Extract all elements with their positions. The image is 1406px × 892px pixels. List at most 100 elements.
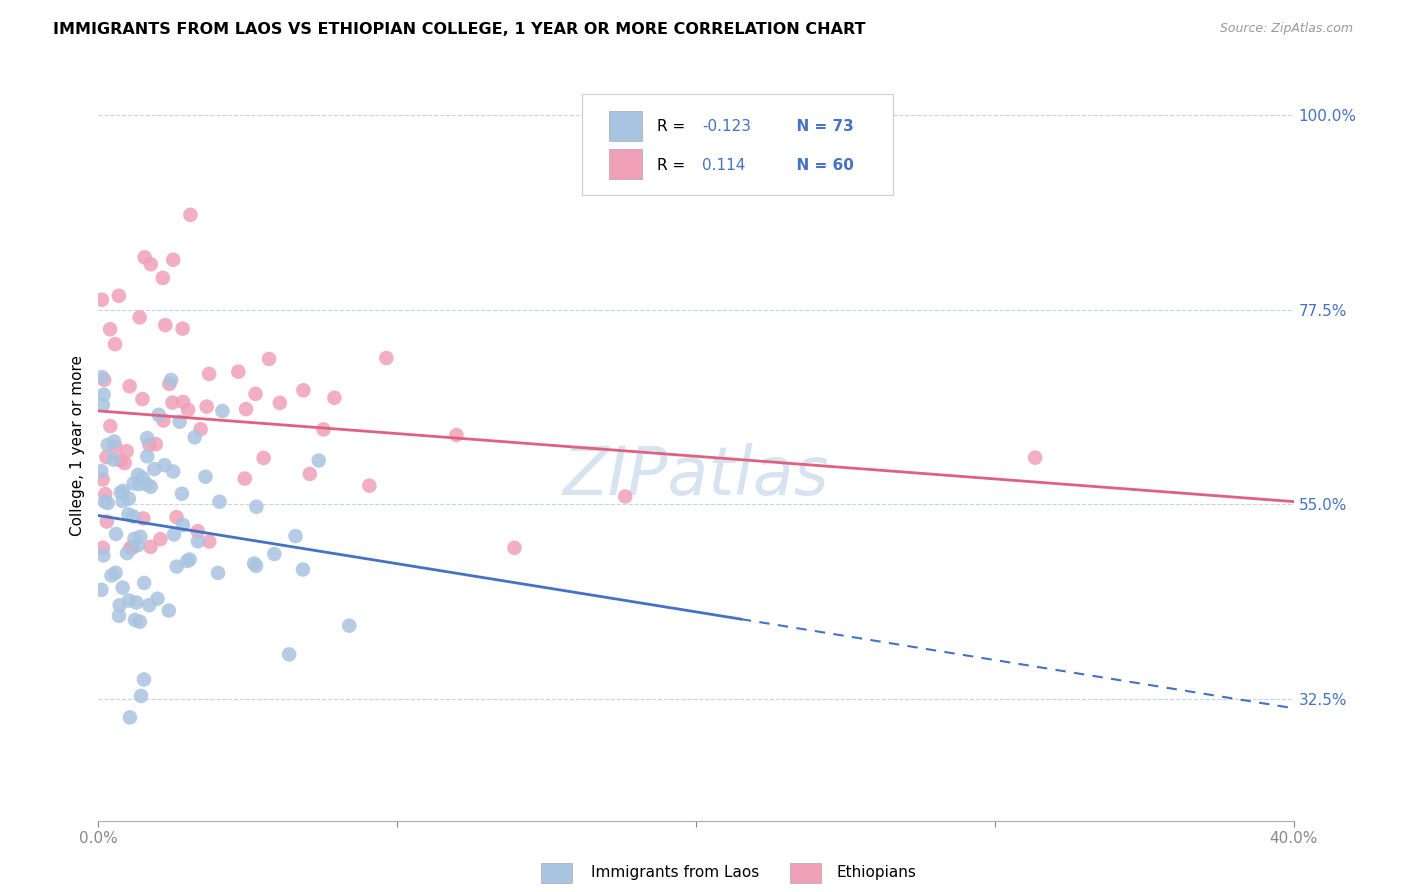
Point bbox=[152, 413, 174, 427]
Point bbox=[98, 322, 121, 336]
Point bbox=[169, 415, 191, 429]
Text: Ethiopians: Ethiopians bbox=[837, 865, 917, 880]
Point bbox=[157, 604, 180, 618]
Point bbox=[143, 462, 166, 476]
Point bbox=[245, 558, 267, 573]
Point bbox=[136, 450, 159, 464]
Point bbox=[172, 395, 194, 409]
Point bbox=[195, 400, 218, 414]
Point bbox=[503, 541, 526, 555]
Point bbox=[128, 615, 150, 629]
Point bbox=[128, 310, 150, 325]
Point bbox=[207, 566, 229, 580]
Point bbox=[139, 257, 162, 271]
Point bbox=[121, 541, 143, 555]
Text: N = 60: N = 60 bbox=[786, 158, 853, 172]
Point bbox=[172, 321, 194, 335]
Y-axis label: College, 1 year or more: College, 1 year or more bbox=[69, 356, 84, 536]
Point bbox=[125, 595, 148, 609]
Point bbox=[120, 541, 142, 555]
Point bbox=[155, 318, 177, 332]
Point bbox=[114, 456, 136, 470]
Point bbox=[134, 576, 156, 591]
Point bbox=[245, 500, 267, 514]
Point bbox=[257, 351, 280, 366]
FancyBboxPatch shape bbox=[609, 112, 643, 141]
Point bbox=[122, 509, 145, 524]
Point bbox=[100, 568, 122, 582]
Point bbox=[104, 566, 127, 580]
Point bbox=[91, 398, 114, 412]
Point bbox=[198, 534, 221, 549]
Point bbox=[292, 384, 315, 398]
Point bbox=[614, 490, 637, 504]
Point bbox=[177, 403, 200, 417]
Text: -0.123: -0.123 bbox=[702, 119, 751, 134]
Point bbox=[323, 391, 346, 405]
Point bbox=[98, 419, 121, 434]
Point bbox=[136, 431, 159, 445]
Point bbox=[118, 379, 141, 393]
Point bbox=[111, 581, 134, 595]
Text: R =: R = bbox=[657, 158, 695, 172]
Point bbox=[118, 491, 141, 506]
Point bbox=[337, 618, 360, 632]
Point bbox=[105, 527, 128, 541]
Point bbox=[139, 480, 162, 494]
Point bbox=[128, 477, 150, 491]
Point bbox=[112, 483, 135, 498]
Text: Source: ZipAtlas.com: Source: ZipAtlas.com bbox=[1219, 22, 1353, 36]
Point bbox=[183, 430, 205, 444]
Point bbox=[127, 467, 149, 482]
Text: 0.114: 0.114 bbox=[702, 158, 745, 172]
Point bbox=[94, 487, 117, 501]
Point bbox=[91, 549, 114, 563]
Point bbox=[131, 392, 153, 406]
Point bbox=[172, 518, 194, 533]
Point bbox=[187, 534, 209, 549]
Point bbox=[115, 444, 138, 458]
Point bbox=[148, 408, 170, 422]
Point bbox=[170, 486, 193, 500]
Point bbox=[132, 511, 155, 525]
Point bbox=[446, 428, 468, 442]
Point bbox=[233, 472, 256, 486]
Point bbox=[245, 387, 267, 401]
Point bbox=[190, 422, 212, 436]
Point bbox=[90, 293, 112, 307]
Point bbox=[263, 547, 285, 561]
Point bbox=[138, 598, 160, 612]
Point bbox=[298, 467, 321, 481]
Point bbox=[291, 562, 314, 576]
Text: Immigrants from Laos: Immigrants from Laos bbox=[591, 865, 759, 880]
Point bbox=[90, 582, 112, 597]
Point bbox=[359, 478, 381, 492]
Point bbox=[90, 464, 112, 478]
Point bbox=[278, 648, 301, 662]
Point bbox=[129, 530, 152, 544]
FancyBboxPatch shape bbox=[609, 149, 643, 178]
Point bbox=[124, 613, 146, 627]
Point bbox=[129, 689, 152, 703]
Text: IMMIGRANTS FROM LAOS VS ETHIOPIAN COLLEGE, 1 YEAR OR MORE CORRELATION CHART: IMMIGRANTS FROM LAOS VS ETHIOPIAN COLLEG… bbox=[53, 22, 866, 37]
Point bbox=[122, 476, 145, 491]
Point bbox=[132, 471, 155, 485]
Point bbox=[1024, 450, 1046, 465]
Point bbox=[211, 404, 233, 418]
Point bbox=[176, 554, 198, 568]
Point bbox=[138, 438, 160, 452]
Point bbox=[179, 208, 201, 222]
Point bbox=[308, 453, 330, 467]
Point bbox=[134, 250, 156, 264]
Point bbox=[117, 508, 139, 522]
Point bbox=[93, 373, 115, 387]
Point bbox=[124, 532, 146, 546]
Point bbox=[163, 527, 186, 541]
Point bbox=[198, 367, 221, 381]
Point bbox=[312, 422, 335, 436]
Point bbox=[118, 710, 141, 724]
Point bbox=[132, 673, 155, 687]
Point bbox=[115, 546, 138, 560]
Point bbox=[152, 271, 174, 285]
Point bbox=[94, 494, 117, 508]
